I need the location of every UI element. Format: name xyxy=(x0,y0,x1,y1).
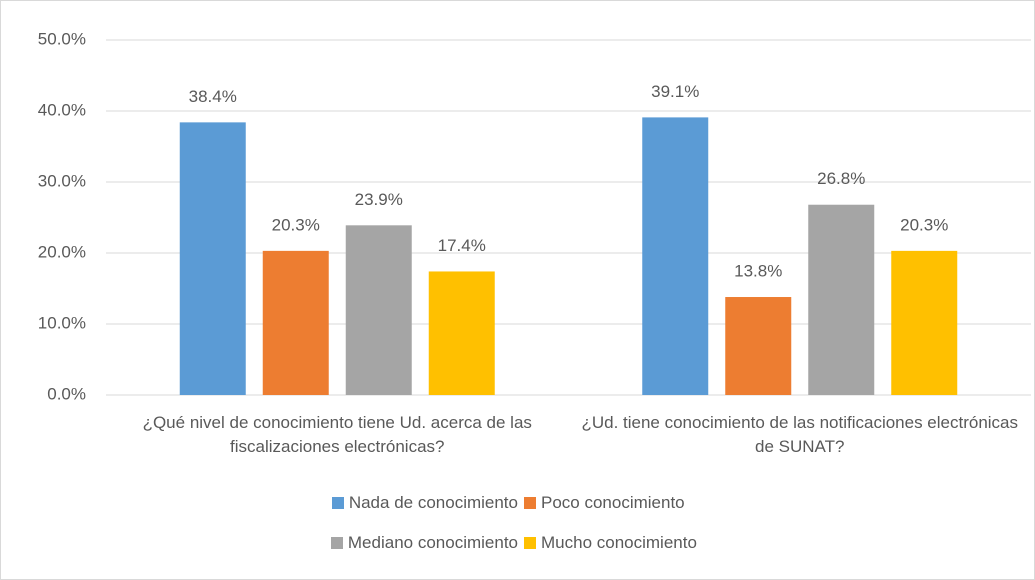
bar xyxy=(262,250,329,395)
data-label: 13.8% xyxy=(734,262,782,281)
legend-swatch xyxy=(524,497,536,509)
legend-label: Nada de conocimiento xyxy=(348,493,518,512)
bar xyxy=(642,117,709,395)
y-tick-label: 0.0% xyxy=(47,384,86,403)
y-tick-label: 20.0% xyxy=(38,242,86,261)
data-label: 20.3% xyxy=(272,215,320,234)
bar xyxy=(891,250,958,395)
legend-label: Mediano conocimiento xyxy=(347,533,518,552)
legend-swatch xyxy=(331,497,344,509)
bar xyxy=(808,204,875,395)
legend-swatch xyxy=(330,537,343,549)
legend-label: Poco conocimiento xyxy=(541,493,685,512)
y-tick-label: 40.0% xyxy=(38,100,86,119)
bar xyxy=(725,297,792,395)
data-label: 20.3% xyxy=(900,215,948,234)
x-tick-label: ¿Qué nivel de conocimiento tiene Ud. ace… xyxy=(142,413,532,456)
legend-item: Nada de conocimiento xyxy=(286,493,518,513)
y-tick-label: 10.0% xyxy=(38,313,86,332)
data-label: 38.4% xyxy=(189,87,237,106)
y-tick-label: 30.0% xyxy=(38,171,86,190)
legend-swatch xyxy=(524,537,536,549)
legend-item: Mucho conocimiento xyxy=(524,533,756,553)
legend-item: Poco conocimiento xyxy=(524,493,756,513)
data-label: 17.4% xyxy=(438,236,486,255)
y-tick-label: 50.0% xyxy=(38,29,86,48)
bar xyxy=(428,271,495,395)
legend-item: Mediano conocimiento xyxy=(286,533,518,553)
legend: Nada de conocimiento Poco conocimiento Med… xyxy=(271,493,771,553)
data-label: 39.1% xyxy=(651,82,699,101)
bar xyxy=(345,225,412,395)
data-label: 26.8% xyxy=(817,169,865,188)
x-tick-label: ¿Ud. tiene conocimiento de las notificac… xyxy=(581,413,1019,456)
data-label: 23.9% xyxy=(355,190,403,209)
legend-label: Mucho conocimiento xyxy=(541,533,697,552)
bar xyxy=(179,122,246,396)
